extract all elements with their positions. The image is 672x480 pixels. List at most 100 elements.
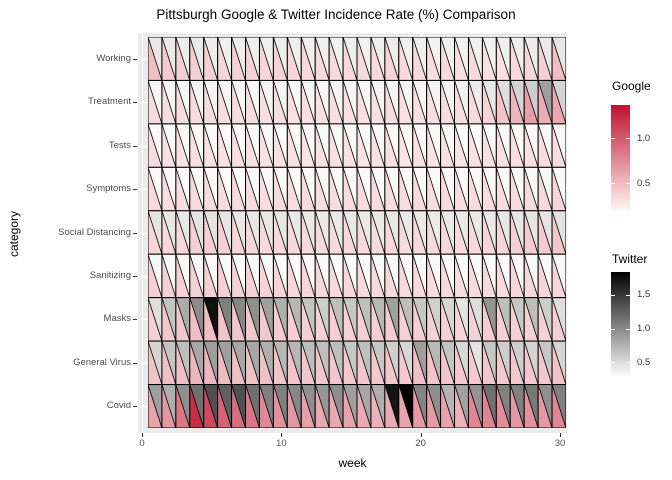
twitter-triangle — [552, 167, 566, 211]
twitter-triangle — [287, 123, 302, 168]
cell-diagonal — [189, 167, 205, 211]
cell-diagonal — [259, 384, 274, 428]
cell-diagonal — [259, 340, 274, 385]
google-triangle — [189, 37, 204, 81]
cell-diagonal — [551, 80, 566, 125]
cell-diagonal — [468, 384, 483, 428]
google-triangle — [301, 384, 316, 428]
google-triangle — [175, 123, 190, 168]
twitter-triangle — [538, 80, 553, 124]
cell-diagonal — [482, 37, 497, 81]
x-tick-label: 0 — [139, 438, 145, 449]
cell-diagonal — [370, 37, 386, 81]
cell-diagonal — [495, 340, 511, 385]
cell-diagonal — [454, 297, 469, 342]
legend-tick-label: 0.5 — [637, 177, 651, 189]
legend-tick-mark — [611, 328, 615, 330]
cell-diagonal — [328, 254, 344, 298]
twitter-triangle — [398, 384, 413, 428]
cell-diagonal — [217, 340, 232, 385]
google-triangle — [357, 384, 371, 428]
cell-diagonal — [273, 297, 288, 342]
twitter-triangle — [398, 80, 413, 124]
cell-diagonal — [175, 210, 191, 255]
cell-diagonal — [509, 210, 525, 255]
legend-tick-mark — [626, 138, 630, 140]
cell-diagonal — [356, 37, 372, 81]
cell-diagonal — [300, 254, 316, 298]
twitter-triangle — [538, 167, 553, 211]
cell-diagonal — [161, 37, 177, 81]
cell-diagonal — [412, 210, 428, 255]
cell-diagonal — [189, 210, 205, 255]
cell-diagonal — [342, 167, 358, 211]
twitter-triangle — [273, 297, 288, 342]
cell-diagonal — [356, 297, 372, 342]
twitter-triangle — [538, 297, 553, 342]
heatmap-cells — [148, 37, 566, 428]
google-triangle — [301, 167, 316, 211]
cell-diagonal — [273, 167, 288, 211]
cell-diagonal — [314, 167, 330, 211]
google-triangle — [357, 123, 371, 168]
cell-diagonal — [314, 123, 330, 168]
cell-diagonal — [286, 123, 302, 168]
cell-diagonal — [454, 210, 469, 255]
google-triangle — [175, 80, 190, 124]
twitter-triangle — [538, 254, 553, 298]
legend-tick-mark — [611, 138, 615, 140]
cell-diagonal — [300, 210, 316, 255]
cell-diagonal — [328, 123, 344, 168]
y-tick-mark — [133, 102, 137, 104]
plot-panel — [138, 33, 567, 433]
cell-diagonal — [468, 210, 483, 255]
y-tick-label: Working — [96, 52, 131, 64]
cell-diagonal — [495, 80, 511, 125]
y-axis-labels: Working Treatment Tests Symptoms Social Dist… — [0, 33, 131, 433]
twitter-triangle — [398, 210, 413, 255]
cell-diagonal — [148, 210, 163, 255]
cell-diagonal — [398, 340, 414, 385]
cell-diagonal — [161, 123, 177, 168]
cell-diagonal — [175, 254, 191, 298]
cell-diagonal — [454, 340, 469, 385]
y-tick-label: Sanitizing — [89, 269, 131, 281]
google-triangle — [357, 37, 371, 81]
cell-diagonal — [384, 37, 400, 81]
cell-diagonal — [468, 254, 483, 298]
cell-diagonal — [175, 167, 191, 211]
y-tick-mark — [133, 275, 137, 277]
cell-diagonal — [482, 340, 497, 385]
twitter-triangle — [343, 297, 357, 342]
google-triangle — [357, 210, 371, 255]
google-triangle — [161, 210, 176, 255]
google-triangle — [148, 210, 162, 255]
cell-diagonal — [300, 340, 316, 385]
cell-diagonal — [551, 123, 566, 168]
cell-diagonal — [314, 384, 330, 428]
cell-diagonal — [217, 210, 232, 255]
cell-diagonal — [426, 167, 441, 211]
cell-diagonal — [231, 123, 246, 168]
cell-diagonal — [370, 80, 386, 125]
cell-diagonal — [384, 80, 400, 125]
google-triangle — [175, 167, 190, 211]
cell-diagonal — [231, 254, 246, 298]
cell-diagonal — [300, 37, 316, 81]
cell-diagonal — [342, 210, 358, 255]
cell-diagonal — [286, 340, 302, 385]
legend-tick-label: 1.5 — [637, 289, 651, 301]
cell-diagonal — [175, 297, 191, 342]
cell-diagonal — [440, 167, 455, 211]
cell-diagonal — [482, 123, 497, 168]
twitter-triangle — [273, 123, 288, 168]
cell-diagonal — [259, 37, 274, 81]
twitter-triangle — [203, 254, 218, 298]
cell-diagonal — [398, 384, 414, 428]
cell-diagonal — [468, 80, 483, 125]
google-triangle — [148, 384, 162, 428]
google-triangle — [301, 37, 316, 81]
cell-diagonal — [384, 384, 400, 428]
x-tick-mark — [559, 433, 561, 437]
